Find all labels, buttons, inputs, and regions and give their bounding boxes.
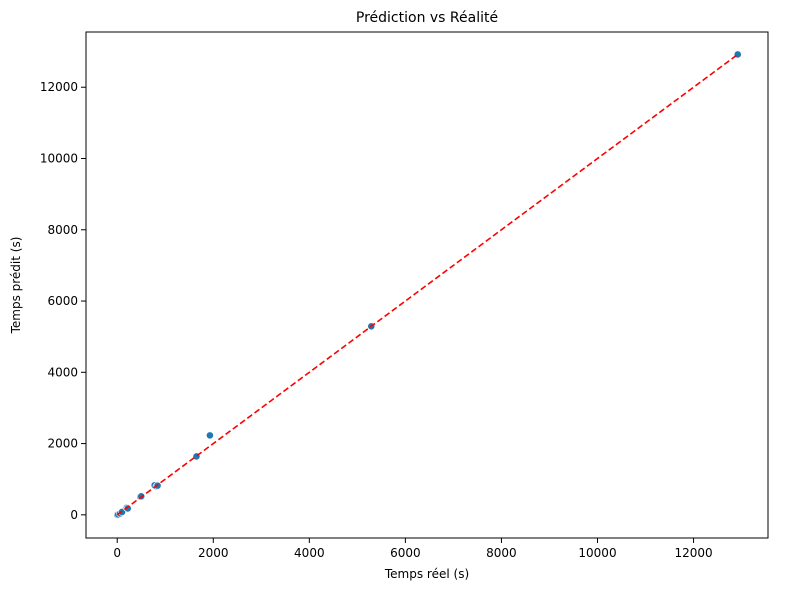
y-tick-label: 6000 bbox=[47, 294, 78, 308]
y-axis-label: Temps prédit (s) bbox=[9, 237, 23, 335]
x-tick-label: 2000 bbox=[198, 546, 229, 560]
plot-area bbox=[113, 50, 742, 519]
x-tick-label: 8000 bbox=[486, 546, 517, 560]
x-tick-label: 10000 bbox=[578, 546, 616, 560]
scatter-point bbox=[206, 431, 214, 440]
y-tick-label: 8000 bbox=[47, 223, 78, 237]
x-tick-label: 0 bbox=[113, 546, 121, 560]
x-tick-label: 4000 bbox=[294, 546, 325, 560]
axes-frame bbox=[85, 31, 769, 539]
x-axis: 0 2000 4000 6000 8000 10000 12000 bbox=[113, 538, 713, 560]
y-tick-label: 10000 bbox=[40, 152, 78, 166]
y-tick-label: 0 bbox=[70, 508, 78, 522]
y-tick-label: 2000 bbox=[47, 437, 78, 451]
chart-title: Prédiction vs Réalité bbox=[356, 10, 498, 26]
y-tick-label: 12000 bbox=[40, 80, 78, 94]
reference-line bbox=[116, 53, 739, 516]
y-axis: 0 2000 4000 6000 8000 10000 12000 bbox=[40, 80, 86, 522]
x-tick-label: 12000 bbox=[674, 546, 712, 560]
y-tick-label: 4000 bbox=[47, 365, 78, 379]
x-axis-label: Temps réel (s) bbox=[384, 567, 469, 581]
x-tick-label: 6000 bbox=[390, 546, 421, 560]
